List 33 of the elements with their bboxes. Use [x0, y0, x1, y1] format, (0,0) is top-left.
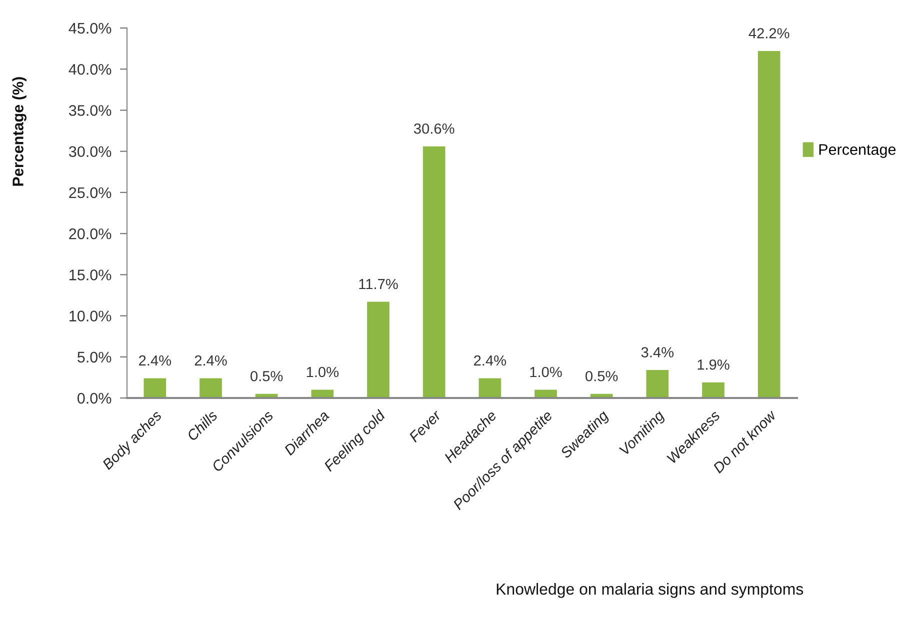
- y-tick-label: 10.0%: [70, 310, 112, 322]
- data-label: 2.4%: [474, 355, 506, 366]
- y-tick-label: 25.0%: [69, 187, 112, 198]
- y-tick-label: 0.0%: [78, 392, 112, 404]
- x-axis-title: Knowledge on malaria signs and symptoms: [496, 583, 804, 598]
- bar: [200, 378, 222, 398]
- bar: [702, 382, 724, 398]
- y-tick-label: 35.0%: [68, 105, 112, 116]
- bar: [144, 378, 166, 398]
- data-label: 2.4%: [139, 355, 172, 366]
- y-axis-title: Percentage (%): [12, 77, 26, 186]
- data-label: 3.4%: [641, 347, 674, 358]
- data-label: 1.9%: [698, 359, 730, 370]
- data-label: 1.0%: [530, 366, 562, 378]
- y-tick-label: 15.0%: [70, 270, 112, 280]
- y-tick-label: 30.0%: [68, 146, 112, 158]
- legend-label: Percentage: [819, 144, 896, 158]
- bar: [646, 370, 669, 398]
- y-tick-label: 20.0%: [69, 228, 112, 240]
- bar: [367, 302, 390, 398]
- data-label: 30.6%: [414, 123, 454, 134]
- y-tick-label: 5.0%: [78, 352, 112, 363]
- bar: [758, 51, 780, 398]
- data-label: 42.2%: [748, 28, 790, 38]
- data-label: 0.5%: [250, 370, 283, 382]
- data-label: 11.7%: [359, 278, 398, 290]
- y-tick-label: 45.0%: [68, 22, 112, 34]
- data-label: 0.5%: [586, 370, 618, 382]
- bar: [422, 146, 446, 398]
- y-tick-label: 40.0%: [68, 64, 112, 75]
- bar: [478, 378, 502, 398]
- data-label: 1.0%: [306, 366, 339, 378]
- data-label: 2.4%: [194, 355, 227, 366]
